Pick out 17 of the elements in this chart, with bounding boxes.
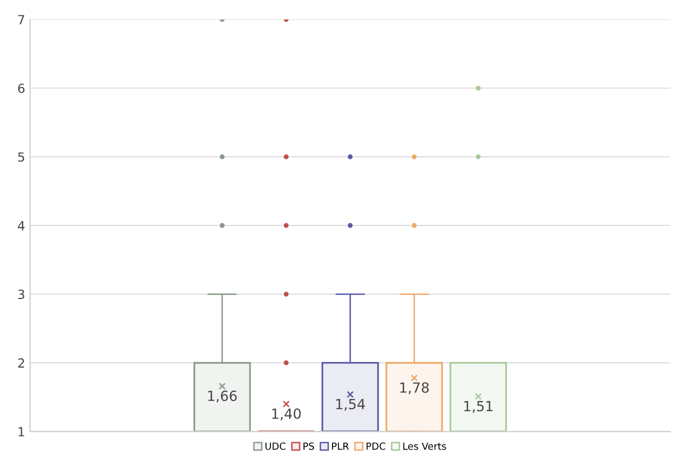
- legend-label: PLR: [332, 442, 349, 450]
- y-tick-label: 1: [18, 427, 24, 436]
- legend-label: PS: [304, 442, 314, 450]
- y-tick-label: 4: [18, 221, 25, 230]
- text: 1,78: [400, 382, 429, 394]
- text: 1,66: [208, 390, 237, 402]
- legend-label: UDC: [265, 442, 286, 450]
- y-tick-label: 7: [18, 15, 24, 24]
- y-tick-label: 6: [18, 84, 24, 94]
- y-tick-label: 2: [18, 358, 24, 368]
- y-tick-label: 3: [18, 290, 24, 300]
- y-tick-label: 5: [18, 152, 24, 162]
- text: 1,40: [272, 408, 301, 420]
- legend-label: Les Verts: [403, 442, 446, 450]
- text: 1,51: [464, 401, 492, 413]
- text: 1,54: [336, 398, 365, 411]
- legend-label: PDC: [366, 442, 386, 450]
